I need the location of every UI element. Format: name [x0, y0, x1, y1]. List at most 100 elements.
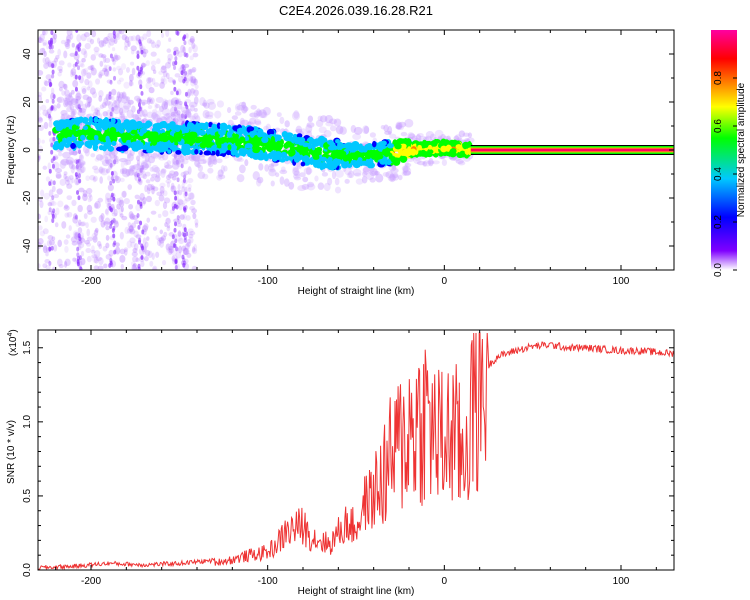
band-cell [189, 131, 195, 137]
band-cell [111, 140, 117, 147]
noise-blob [165, 72, 170, 80]
noise-streak-dot [180, 70, 184, 76]
noise-blob [133, 219, 140, 225]
noise-blob [116, 91, 121, 99]
noise-blob [164, 161, 170, 169]
noise-blob [41, 139, 45, 144]
noise-streak-dot [112, 178, 116, 184]
noise-blob [58, 264, 64, 269]
band-halo [416, 132, 424, 138]
colorbar-tick-label: 0.0 [713, 263, 724, 277]
band-halo [56, 96, 65, 104]
noise-blob [38, 104, 42, 113]
noise-streak-dot [48, 207, 52, 213]
noise-blob [91, 245, 95, 252]
band-cell [300, 161, 306, 167]
band-halo [361, 175, 368, 184]
noise-streak-dot [184, 191, 188, 197]
band-cell [229, 137, 237, 144]
noise-blob [183, 258, 189, 264]
noise-blob [68, 161, 74, 169]
band-halo [134, 114, 140, 123]
band-halo [137, 108, 144, 117]
band-cell [59, 141, 65, 148]
band-halo [369, 132, 376, 138]
band-halo [60, 158, 70, 166]
noise-blob [160, 75, 166, 84]
noise-blob [119, 231, 124, 240]
noise-blob [142, 33, 148, 40]
noise-blob [130, 35, 137, 42]
band-cell [285, 141, 291, 147]
band-halo [270, 162, 279, 167]
noise-blob [154, 175, 161, 183]
noise-blob [57, 71, 62, 77]
noise-blob [47, 202, 53, 207]
band-halo [392, 172, 399, 179]
noise-blob [97, 72, 103, 78]
noise-blob [68, 148, 75, 156]
band-halo [425, 131, 435, 139]
band-halo [327, 177, 333, 186]
noise-blob [174, 109, 179, 117]
noise-blob [38, 117, 44, 123]
band-halo [317, 115, 323, 122]
noise-blob [50, 87, 55, 95]
noise-blob [188, 233, 194, 239]
noise-blob [123, 197, 130, 205]
noise-blob [58, 86, 63, 92]
band-halo [73, 102, 82, 109]
band-cell [266, 128, 275, 136]
noise-blob [127, 99, 131, 108]
band-halo [194, 159, 200, 167]
noise-blob [166, 248, 172, 253]
noise-blob [150, 176, 155, 182]
band-cell [386, 160, 392, 166]
noise-blob [82, 68, 89, 75]
noise-blob [127, 222, 132, 228]
band-halo [189, 115, 196, 121]
noise-blob [169, 248, 174, 254]
noise-blob [107, 175, 111, 181]
band-halo [437, 135, 443, 141]
noise-blob [97, 197, 104, 203]
band-cell [109, 127, 117, 135]
noise-blob [175, 234, 182, 242]
noise-blob [93, 168, 100, 174]
band-cell [300, 148, 307, 156]
noise-blob [187, 228, 194, 233]
noise-streak-dot [181, 231, 185, 237]
noise-streak-dot [52, 94, 56, 99]
noise-blob [69, 105, 75, 111]
noise-blob [42, 42, 47, 47]
noise-streak-dot [51, 163, 55, 169]
noise-blob [97, 265, 104, 270]
noise-blob [94, 107, 101, 112]
noise-blob [44, 80, 49, 87]
noise-blob [105, 225, 110, 231]
band-cell [311, 143, 316, 151]
noise-blob [103, 64, 108, 73]
noise-streak-dot [49, 81, 53, 87]
band-cell [203, 123, 209, 129]
band-cell [365, 152, 372, 160]
noise-blob [66, 34, 70, 43]
y-tick-label: 0.0 [22, 563, 33, 577]
noise-blob [92, 111, 98, 118]
band-cell [81, 116, 89, 123]
noise-blob [78, 60, 84, 68]
snr-series-line [38, 332, 674, 570]
noise-blob [181, 202, 186, 207]
noise-streak-dot [50, 142, 54, 148]
band-halo [323, 129, 332, 138]
noise-streak-dot [180, 113, 184, 119]
band-halo [151, 111, 157, 119]
noise-blob [83, 32, 90, 38]
noise-blob [129, 73, 134, 82]
band-cell [256, 130, 262, 138]
band-cell [86, 141, 93, 149]
y-tick-label: 40 [22, 48, 33, 60]
band-halo [144, 154, 150, 163]
noise-streak-dot [48, 113, 52, 119]
noise-blob [170, 90, 174, 96]
